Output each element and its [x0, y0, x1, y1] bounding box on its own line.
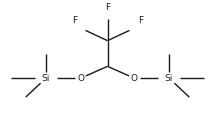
Text: F: F — [105, 3, 110, 12]
Text: O: O — [77, 74, 84, 83]
Text: F: F — [72, 16, 77, 25]
Text: Si: Si — [42, 74, 50, 83]
Text: F: F — [138, 16, 143, 25]
Text: O: O — [131, 74, 138, 83]
Text: Si: Si — [165, 74, 173, 83]
